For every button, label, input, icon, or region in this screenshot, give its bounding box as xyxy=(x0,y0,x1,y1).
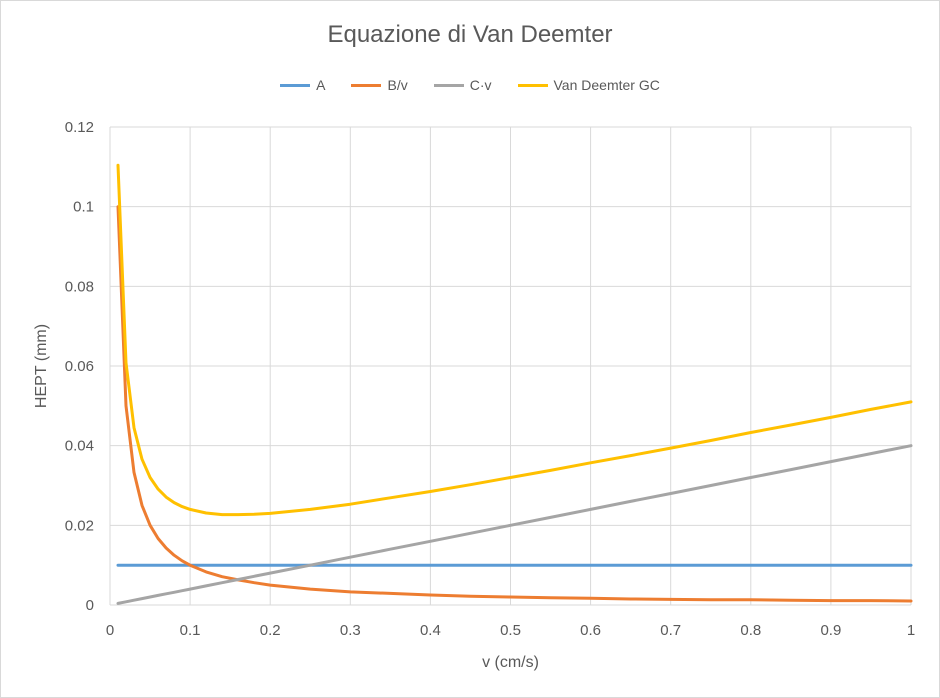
x-axis-title: v (cm/s) xyxy=(482,654,539,671)
legend-entry: Van Deemter GC xyxy=(517,77,660,93)
x-tick-label: 0.3 xyxy=(340,622,361,639)
y-tick-label: 0 xyxy=(86,597,94,614)
x-tick-label: 0.5 xyxy=(500,622,521,639)
legend-entry: C·v xyxy=(433,77,492,93)
y-tick-label: 0.12 xyxy=(65,119,94,136)
x-tick-label: 0.6 xyxy=(580,622,601,639)
legend: A B/v C·v Van Deemter GC xyxy=(1,77,939,93)
legend-label: C·v xyxy=(469,77,492,93)
x-tick-label: 0.9 xyxy=(820,622,841,639)
legend-entry: A xyxy=(280,77,325,93)
legend-swatch xyxy=(517,83,548,87)
legend-swatch xyxy=(280,83,311,87)
x-tick-label: 0.4 xyxy=(420,622,441,639)
legend-entry: B/v xyxy=(351,77,408,93)
x-tick-label: 0.8 xyxy=(740,622,761,639)
series-line-c-v xyxy=(116,444,913,605)
legend-label: A xyxy=(316,77,326,93)
chart-title: Equazione di Van Deemter xyxy=(327,21,613,48)
y-tick-label: 0.1 xyxy=(73,199,94,216)
x-tick-label: 0.2 xyxy=(260,622,281,639)
legend-swatch xyxy=(351,83,382,87)
y-tick-label: 0.06 xyxy=(65,358,94,375)
y-axis-title: HEPT (mm) xyxy=(33,324,50,408)
x-tick-label: 0 xyxy=(106,622,114,639)
series-line-van-deemter-gc xyxy=(116,163,913,517)
y-tick-label: 0.08 xyxy=(65,278,94,295)
legend-label: Van Deemter GC xyxy=(553,77,660,93)
x-tick-label: 1 xyxy=(907,622,915,639)
series-line-b-v xyxy=(116,205,913,603)
y-tick-label: 0.02 xyxy=(65,517,94,534)
y-tick-label: 0.04 xyxy=(65,438,94,455)
legend-swatch xyxy=(433,83,464,87)
x-tick-label: 0.1 xyxy=(180,622,201,639)
x-tick-label: 0.7 xyxy=(660,622,681,639)
legend-label: B/v xyxy=(387,77,408,93)
